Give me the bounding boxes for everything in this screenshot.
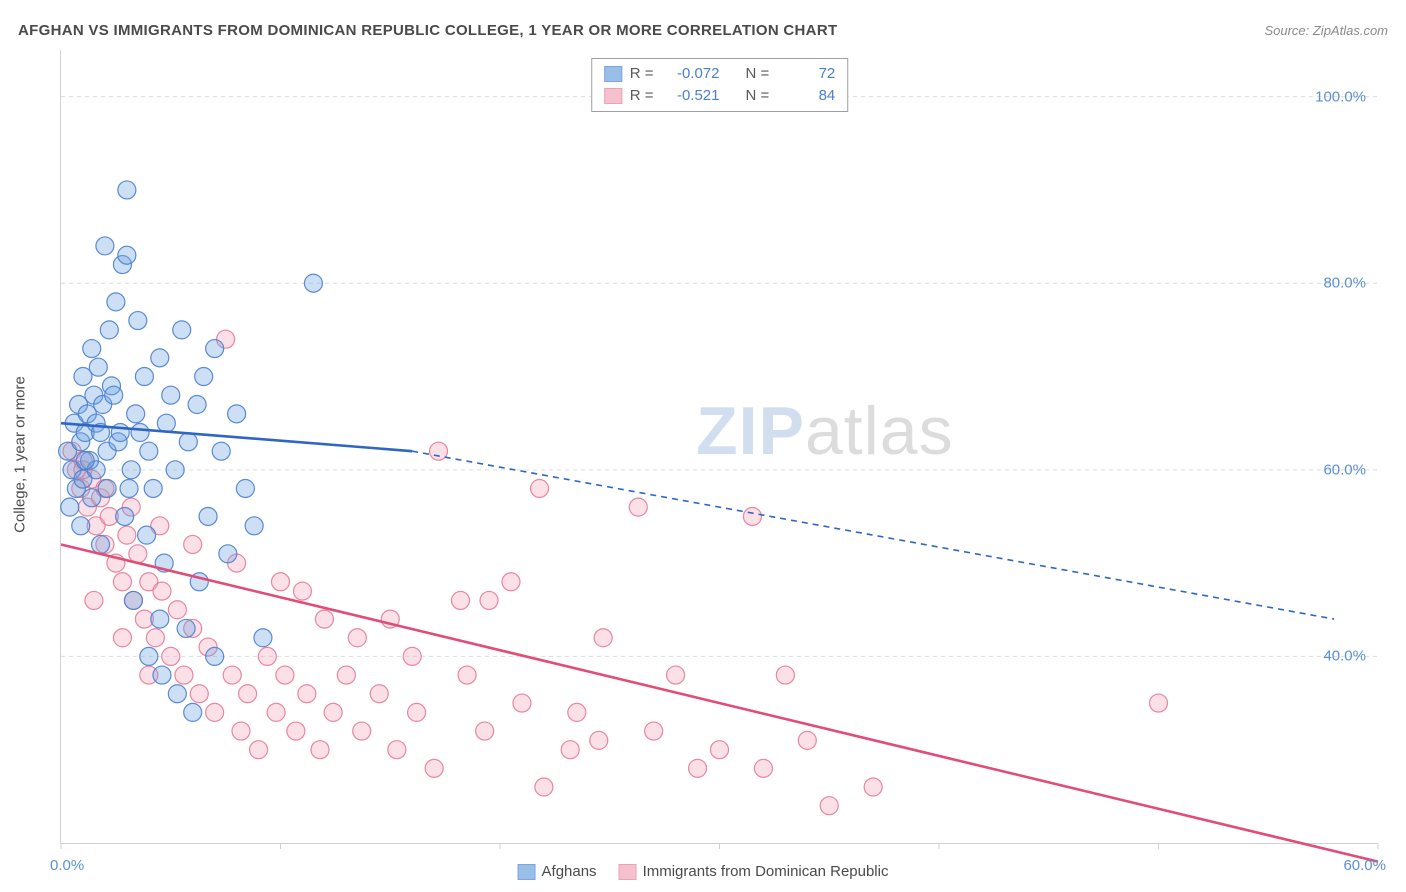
y-tick-label: 80.0% (1323, 275, 1366, 292)
legend-label-dominican: Immigrants from Dominican Republic (643, 863, 889, 880)
legend-row-dominican: R = -0.521 N = 84 (604, 85, 836, 107)
plot-svg (61, 50, 1378, 843)
chart-title: AFGHAN VS IMMIGRANTS FROM DOMINICAN REPU… (18, 22, 837, 39)
n-value-dominican: 84 (779, 85, 835, 107)
y-tick-label: 100.0% (1315, 88, 1366, 105)
legend-swatch-afghans (604, 66, 622, 82)
legend-item-dominican: Immigrants from Dominican Republic (619, 863, 889, 880)
n-label: N = (746, 63, 770, 85)
correlation-legend: R = -0.072 N = 72 R = -0.521 N = 84 (591, 58, 849, 112)
r-value-dominican: -0.521 (664, 85, 720, 107)
legend-row-afghans: R = -0.072 N = 72 (604, 63, 836, 85)
y-tick-label: 40.0% (1323, 648, 1366, 665)
x-axis-min-label: 0.0% (50, 857, 84, 874)
title-bar: AFGHAN VS IMMIGRANTS FROM DOMINICAN REPU… (18, 18, 1388, 42)
plot-area: ZIPatlas R = -0.072 N = 72 R = -0.521 N … (60, 50, 1378, 844)
y-axis-title: College, 1 year or more (12, 376, 29, 533)
n-value-afghans: 72 (779, 63, 835, 85)
legend-swatch-dominican (604, 88, 622, 104)
r-label: R = (630, 63, 654, 85)
series-legend: Afghans Immigrants from Dominican Republ… (518, 863, 889, 880)
legend-swatch-dominican-bottom (619, 864, 637, 880)
legend-swatch-afghans-bottom (518, 864, 536, 880)
r-label-2: R = (630, 85, 654, 107)
r-value-afghans: -0.072 (664, 63, 720, 85)
legend-item-afghans: Afghans (518, 863, 597, 880)
plot-container: ZIPatlas R = -0.072 N = 72 R = -0.521 N … (60, 50, 1378, 844)
y-tick-label: 60.0% (1323, 461, 1366, 478)
legend-label-afghans: Afghans (542, 863, 597, 880)
x-axis-max-label: 60.0% (1343, 857, 1386, 874)
source-attribution: Source: ZipAtlas.com (1264, 23, 1388, 38)
n-label-2: N = (746, 85, 770, 107)
